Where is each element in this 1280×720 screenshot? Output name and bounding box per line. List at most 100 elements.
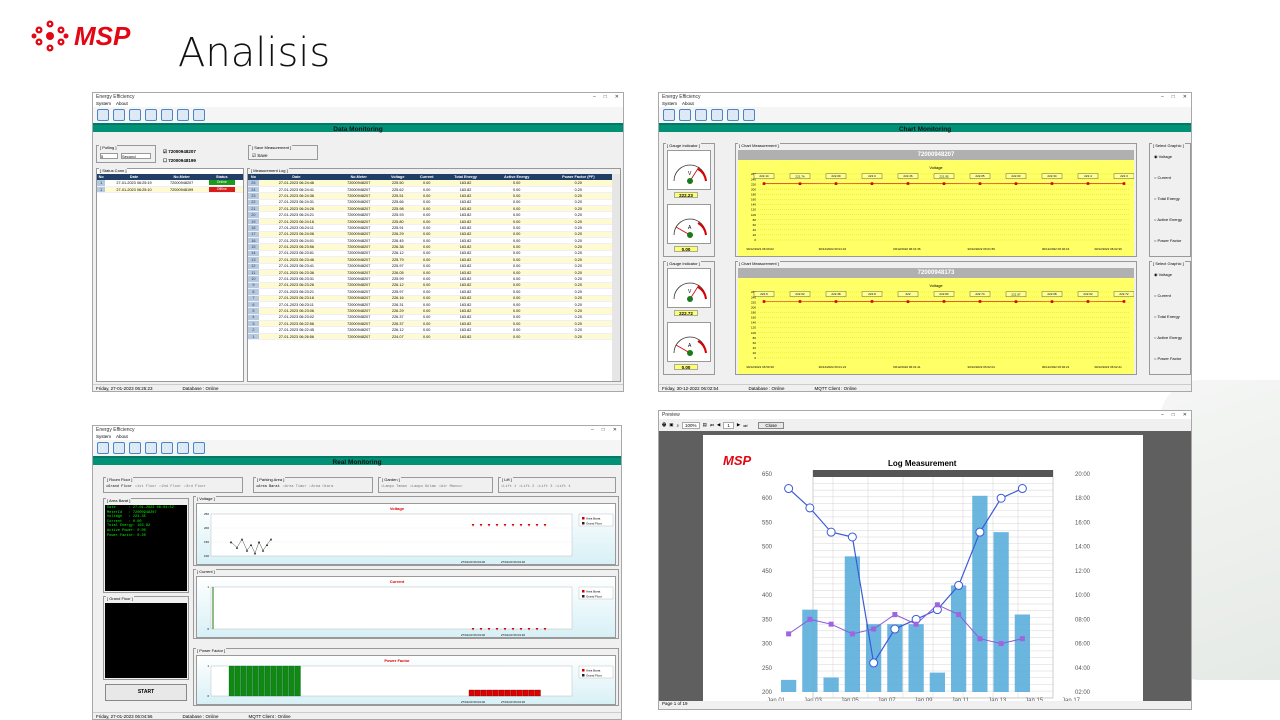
report-tool-icon[interactable]: [193, 442, 205, 454]
settings-tool-icon[interactable]: [161, 109, 173, 121]
log-column-header[interactable]: Total Energy: [441, 174, 490, 180]
report-tool-icon[interactable]: [743, 109, 755, 121]
area-checkbox[interactable]: ☐Lift 1: [501, 484, 516, 489]
menu-about[interactable]: About: [116, 101, 128, 106]
table-row[interactable]: 25 27-01-2023 06:24:46 72000948207 225.50 0.…: [248, 180, 613, 187]
menu-about[interactable]: About: [682, 101, 694, 106]
close-button[interactable]: ✕: [614, 94, 619, 100]
print-icon[interactable]: 🖶: [662, 422, 667, 427]
area-checkbox[interactable]: ☐Area Utara: [310, 484, 334, 489]
table-row[interactable]: 17 27-01-2023 06:24:06 72000948207 226.29 0.…: [248, 231, 613, 239]
maximize-button[interactable]: □: [603, 94, 607, 100]
table-row[interactable]: 7 27-01-2023 06:23:16 72000948207 226.16 0.0…: [248, 295, 613, 302]
area-checkbox[interactable]: ☐Lampu Kolam: [410, 484, 436, 489]
log-column-header[interactable]: Current: [412, 174, 442, 180]
log-column-header[interactable]: Date: [258, 174, 334, 180]
first-page-icon[interactable]: ⏮: [709, 422, 714, 428]
zoom-select[interactable]: 100%: [682, 421, 700, 429]
table-row[interactable]: 21 27-01-2023 06:24:26 72000948207 225.98 0.…: [248, 205, 613, 213]
start-button[interactable]: START: [105, 684, 187, 701]
table-row[interactable]: 16 27-01-2023 06:24:01 72000948207 226.45 0.…: [248, 237, 613, 245]
database-tool-icon[interactable]: [727, 109, 739, 121]
polling-unit-select[interactable]: Second: [121, 153, 151, 159]
log-scrollbar[interactable]: [612, 174, 620, 381]
settings-tool-icon[interactable]: [161, 442, 173, 454]
area-checkbox[interactable]: ☐2nd Floor: [160, 484, 182, 489]
menu-about[interactable]: About: [116, 434, 128, 439]
area-checkbox[interactable]: ☐Lift 2: [519, 484, 534, 489]
connect-tool-icon[interactable]: [97, 109, 109, 121]
table-row[interactable]: 3 27-01-2023 06:22:56 72000948207 226.37 0.0…: [248, 320, 613, 328]
table-row[interactable]: 18 27-01-2023 06:24:11 72000948207 225.91 0.…: [248, 224, 613, 232]
save-icon[interactable]: ▣: [669, 422, 674, 427]
close-button[interactable]: ✕: [1182, 94, 1187, 100]
chart-tool-icon[interactable]: [711, 109, 723, 121]
polling-value-input[interactable]: 5: [100, 153, 118, 159]
table-row[interactable]: 20 27-01-2023 06:24:21 72000948207 225.93 0.…: [248, 211, 613, 219]
graphic-option-radio[interactable]: ◉ Voltage: [1154, 154, 1172, 159]
page-number-input[interactable]: 1: [723, 421, 734, 429]
close-button[interactable]: ✕: [612, 427, 617, 433]
meter-checkbox-2[interactable]: ☐ 72000948199: [163, 158, 196, 163]
home-tool-icon[interactable]: [113, 109, 125, 121]
table-row[interactable]: 23 27-01-2023 06:24:36 72000948207 225.51 0.…: [248, 192, 613, 200]
graphic-option-radio[interactable]: ○ Active Energy: [1154, 335, 1182, 340]
table-row[interactable]: 19 27-01-2023 06:24:16 72000948207 225.80 0.…: [248, 218, 613, 226]
table-row[interactable]: 6 27-01-2023 06:23:11 72000948207 226.31 0.0…: [248, 301, 613, 309]
graphic-option-radio[interactable]: ○ Total Energy: [1154, 314, 1180, 319]
chart-tool-icon[interactable]: [145, 442, 157, 454]
log-column-header[interactable]: No.Meter: [333, 174, 384, 180]
log-column-header[interactable]: Voltage: [383, 174, 413, 180]
area-checkbox[interactable]: ☐Lampu Taman: [381, 484, 407, 489]
database-tool-icon[interactable]: [177, 442, 189, 454]
minimize-button[interactable]: –: [1160, 94, 1164, 100]
graphic-option-radio[interactable]: ○ Total Energy: [1154, 196, 1180, 201]
report-tool-icon[interactable]: [193, 109, 205, 121]
minimize-button[interactable]: –: [590, 427, 594, 433]
maximize-button[interactable]: □: [1171, 412, 1175, 418]
maximize-button[interactable]: □: [1171, 94, 1175, 100]
table-tool-icon[interactable]: [695, 109, 707, 121]
minimize-button[interactable]: –: [1160, 412, 1164, 418]
table-row[interactable]: 5 27-01-2023 06:23:06 72000948207 226.29 0.0…: [248, 307, 613, 315]
table-row[interactable]: 12 27-01-2023 06:23:41 72000948207 225.97 0.…: [248, 263, 613, 271]
graphic-option-radio[interactable]: ○ Active Energy: [1154, 217, 1182, 222]
table-row[interactable]: 9 27-01-2023 06:23:26 72000948207 226.12 0.0…: [248, 282, 613, 290]
meter-checkbox-1[interactable]: ☑ 72000948207: [163, 149, 196, 154]
database-tool-icon[interactable]: [177, 109, 189, 121]
area-checkbox[interactable]: ☑Area Barat: [256, 484, 280, 489]
table-tool-icon[interactable]: [129, 109, 141, 121]
zoom-icon[interactable]: ⌕: [676, 422, 680, 428]
connect-tool-icon[interactable]: [97, 442, 109, 454]
graphic-option-radio[interactable]: ◉ Voltage: [1154, 272, 1172, 277]
area-checkbox[interactable]: ☐1st Floor: [135, 484, 157, 489]
table-row[interactable]: 13 27-01-2023 06:23:46 72000948207 225.79 0.…: [248, 256, 613, 264]
status-row[interactable]: 1 27-01-2023 06:25:10 72000948199 Offline: [97, 186, 243, 194]
area-checkbox[interactable]: ☐Lift 3: [537, 484, 552, 489]
table-row[interactable]: 24 27-01-2023 06:24:41 72000948207 225.62 0.…: [248, 186, 613, 194]
table-row[interactable]: 22 27-01-2023 06:24:31 72000948207 225.66 0.…: [248, 199, 613, 207]
area-checkbox[interactable]: ☐Air Mancur: [439, 484, 463, 489]
home-tool-icon[interactable]: [679, 109, 691, 121]
home-tool-icon[interactable]: [113, 442, 125, 454]
graphic-option-radio[interactable]: ○ Power Factor: [1154, 238, 1181, 243]
log-column-header[interactable]: No: [248, 174, 259, 180]
prev-page-icon[interactable]: ◀: [716, 422, 721, 427]
table-row[interactable]: 8 27-01-2023 06:23:21 72000948207 225.97 0.0…: [248, 288, 613, 296]
table-row[interactable]: 4 27-01-2023 06:23:02 72000948207 226.37 0.0…: [248, 314, 613, 322]
graphic-option-radio[interactable]: ○ Current: [1154, 175, 1171, 180]
area-checkbox[interactable]: ☑Grand Floor: [106, 484, 132, 489]
status-row[interactable]: 1 27-01-2023 06:25:19 72000948207 Online: [97, 180, 243, 187]
log-column-header[interactable]: Power Factor (PF): [543, 174, 613, 180]
table-row[interactable]: 15 27-01-2023 06:23:56 72000948207 226.38 0.…: [248, 243, 613, 251]
area-checkbox[interactable]: ☐Lift 4: [555, 484, 570, 489]
connect-tool-icon[interactable]: [663, 109, 675, 121]
menu-system[interactable]: System: [662, 101, 678, 106]
graphic-option-radio[interactable]: ○ Current: [1154, 293, 1171, 298]
table-row[interactable]: 2 27-01-2023 06:22:45 72000948207 226.12 0.0…: [248, 326, 613, 334]
graphic-option-radio[interactable]: ○ Power Factor: [1154, 356, 1181, 361]
chart-tool-icon[interactable]: [145, 109, 157, 121]
log-column-header[interactable]: Active Energy: [489, 174, 544, 180]
page-layout-icon[interactable]: ▤: [702, 422, 707, 427]
minimize-button[interactable]: –: [592, 94, 596, 100]
